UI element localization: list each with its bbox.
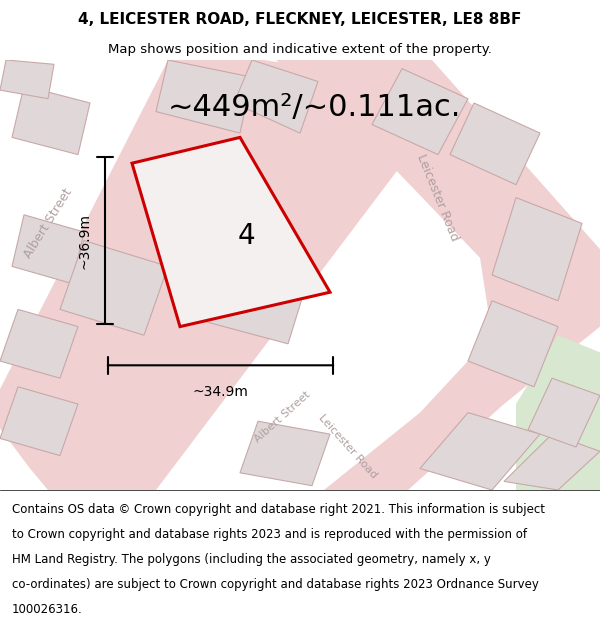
Text: Albert Street: Albert Street: [22, 186, 74, 261]
Polygon shape: [276, 60, 600, 490]
Polygon shape: [60, 241, 168, 335]
Polygon shape: [468, 301, 558, 387]
Text: Contains OS data © Crown copyright and database right 2021. This information is : Contains OS data © Crown copyright and d…: [12, 504, 545, 516]
Text: to Crown copyright and database rights 2023 and is reproduced with the permissio: to Crown copyright and database rights 2…: [12, 529, 527, 541]
Polygon shape: [0, 387, 78, 456]
Polygon shape: [12, 215, 84, 284]
Text: HM Land Registry. The polygons (including the associated geometry, namely x, y: HM Land Registry. The polygons (includin…: [12, 554, 491, 566]
Polygon shape: [450, 103, 540, 185]
Polygon shape: [0, 309, 78, 378]
Text: 100026316.: 100026316.: [12, 603, 83, 616]
Polygon shape: [516, 335, 600, 490]
Polygon shape: [528, 378, 600, 447]
Text: ~36.9m: ~36.9m: [78, 213, 92, 269]
Polygon shape: [12, 86, 90, 154]
Polygon shape: [234, 60, 318, 133]
Text: Map shows position and indicative extent of the property.: Map shows position and indicative extent…: [108, 43, 492, 56]
Text: ~34.9m: ~34.9m: [193, 384, 248, 399]
Polygon shape: [156, 60, 252, 133]
Text: Albert Street: Albert Street: [252, 389, 312, 444]
Polygon shape: [192, 241, 312, 344]
Text: co-ordinates) are subject to Crown copyright and database rights 2023 Ordnance S: co-ordinates) are subject to Crown copyr…: [12, 578, 539, 591]
Polygon shape: [372, 69, 468, 154]
Polygon shape: [492, 198, 582, 301]
Polygon shape: [0, 60, 432, 490]
Polygon shape: [240, 421, 330, 486]
Text: 4, LEICESTER ROAD, FLECKNEY, LEICESTER, LE8 8BF: 4, LEICESTER ROAD, FLECKNEY, LEICESTER, …: [79, 12, 521, 27]
Polygon shape: [0, 60, 54, 99]
Polygon shape: [132, 138, 330, 327]
Text: Leicester Road: Leicester Road: [317, 413, 379, 481]
Text: ~449m²/~0.111ac.: ~449m²/~0.111ac.: [168, 92, 461, 122]
Text: 4: 4: [237, 222, 255, 250]
Polygon shape: [504, 434, 600, 490]
Text: Leicester Road: Leicester Road: [415, 152, 461, 243]
Polygon shape: [420, 412, 540, 490]
